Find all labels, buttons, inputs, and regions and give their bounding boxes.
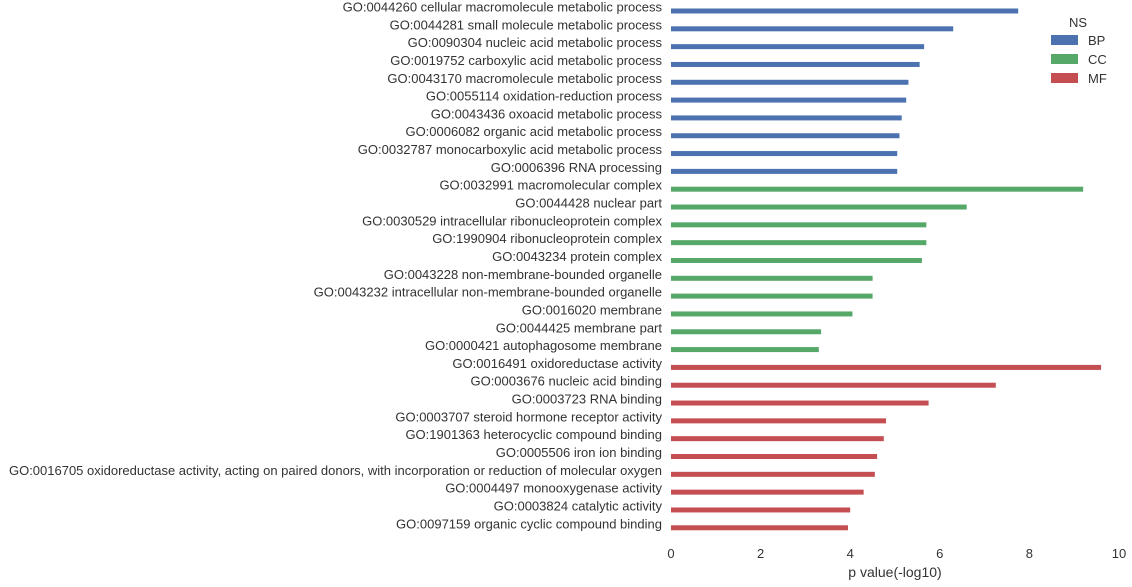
bar-mf-25 [671,454,878,459]
category-label: GO:0044428 nuclear part [515,196,662,211]
category-label: GO:0055114 oxidation-reduction process [426,89,663,104]
category-label: GO:0044425 membrane part [496,320,663,335]
bar-bp-6 [671,115,902,121]
legend-swatch-cc [1051,54,1078,64]
category-label: GO:0043228 non-membrane-bounded organell… [384,267,662,282]
legend-title: NS [1069,15,1087,30]
bar-cc-10 [671,186,1084,192]
category-label: GO:0003676 nucleic acid binding [470,374,662,389]
bar-cc-16 [671,293,873,299]
bar-bp-1 [671,26,954,32]
category-label: GO:0032787 monocarboxylic acid metabolic… [358,142,663,157]
x-tick-label: 0 [667,546,674,561]
category-label: GO:0043234 protein complex [492,249,662,264]
legend-label-mf: MF [1088,71,1107,86]
category-label: GO:0043436 oxoacid metabolic process [431,106,663,121]
bar-cc-15 [671,275,873,281]
bar-mf-26 [671,471,875,477]
bar-mf-23 [671,418,887,424]
category-label: GO:0090304 nucleic acid metabolic proces… [408,35,663,50]
category-label: GO:0003824 catalytic activity [494,498,663,513]
x-tick-label: 8 [1026,546,1033,561]
category-label: GO:0043170 macromolecule metabolic proce… [387,71,662,86]
bar-mf-28 [671,507,851,513]
bar-bp-2 [671,44,925,50]
bar-mf-24 [671,436,884,442]
bar-bp-4 [671,79,909,85]
bar-bp-0 [671,8,1019,14]
bar-cc-13 [671,240,927,246]
legend-swatch-mf [1051,73,1078,83]
bar-bp-7 [671,133,900,139]
bar-cc-14 [671,257,922,263]
bar-cc-17 [671,311,853,317]
x-tick-label: 4 [847,546,854,561]
bar-mf-27 [671,489,864,495]
legend-label-cc: CC [1088,52,1107,67]
category-labels: GO:0044260 cellular macromolecule metabo… [9,0,663,531]
legend: NS BP CC MF [1051,15,1107,86]
bar-mf-21 [671,382,996,388]
category-label: GO:0043232 intracellular non-membrane-bo… [314,285,662,300]
bar-bp-3 [671,61,920,67]
category-label: GO:0030529 intracellular ribonucleoprote… [362,213,662,228]
category-label: GO:0003723 RNA binding [512,392,662,407]
bars-group [671,8,1102,531]
x-tick-label: 10 [1112,546,1126,561]
category-label: GO:0005506 iron ion binding [496,445,662,460]
bar-mf-20 [671,364,1102,370]
category-label: GO:0019752 carboxylic acid metabolic pro… [390,53,662,68]
bar-cc-18 [671,329,822,335]
bar-bp-8 [671,151,898,157]
category-label: GO:0097159 organic cyclic compound bindi… [396,516,662,531]
legend-label-bp: BP [1088,33,1105,48]
category-label: GO:0044260 cellular macromolecule metabo… [343,0,663,15]
category-label: GO:0004497 monooxygenase activity [445,481,662,496]
x-axis-title: p value(-log10) [848,564,941,580]
category-label: GO:0000421 autophagosome membrane [425,338,662,353]
category-label: GO:0006396 RNA processing [491,160,662,175]
category-label: GO:0032991 macromolecular complex [439,178,662,193]
x-tick-label: 2 [757,546,764,561]
bar-cc-19 [671,347,819,353]
bar-bp-9 [671,168,898,174]
category-label: GO:0006082 organic acid metabolic proces… [405,124,662,139]
bar-mf-22 [671,400,929,406]
category-label: GO:0016020 membrane [522,302,662,317]
bar-cc-12 [671,222,927,228]
x-tick-label: 6 [936,546,943,561]
bar-cc-11 [671,204,967,210]
category-label: GO:0044281 small molecule metabolic proc… [390,17,663,32]
category-label: GO:1990904 ribonucleoprotein complex [432,231,662,246]
category-label: GO:1901363 heterocyclic compound binding [405,427,662,442]
bar-mf-29 [671,525,848,531]
category-label: GO:0003707 steroid hormone receptor acti… [395,409,662,424]
category-label: GO:0016491 oxidoreductase activity [452,356,662,371]
legend-swatch-bp [1051,35,1078,45]
x-axis-ticks: 0 2 4 6 8 10 [667,546,1126,561]
bar-bp-5 [671,97,907,103]
category-label: GO:0016705 oxidoreductase activity, acti… [9,463,662,478]
